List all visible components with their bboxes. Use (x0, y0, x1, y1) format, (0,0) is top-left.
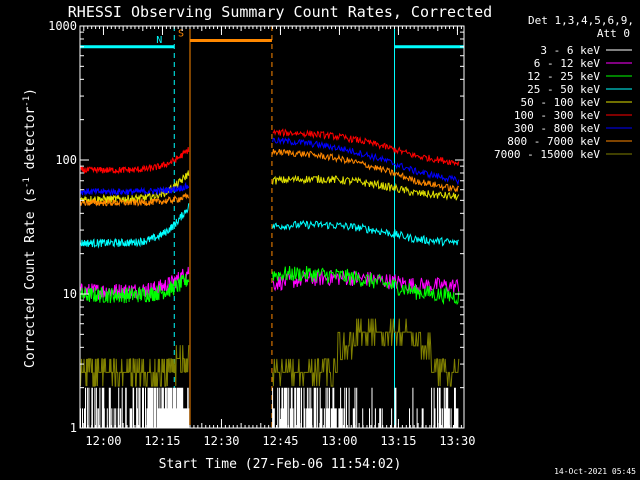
x-tick-label: 13:00 (321, 434, 357, 448)
plot-frame (79, 25, 465, 429)
series-line-8-post (272, 318, 460, 387)
legend-header-attenuator: Att 0 (597, 27, 630, 40)
series-line-4-pre (79, 170, 190, 205)
y-tick-label: 1 (70, 421, 77, 435)
flag-label-0: N (156, 35, 162, 46)
legend-label-3: 25 - 50 keV (527, 83, 600, 96)
series-line-6-post (272, 137, 460, 186)
y-tick-label: 1000 (48, 19, 77, 33)
y-tick-label: 10 (63, 287, 77, 301)
series-line-3-pre (79, 203, 190, 249)
legend-label-6: 300 - 800 keV (514, 122, 600, 135)
series-line-0-post (272, 387, 459, 428)
plot-axes-layer: 1 10 100 1000 12:00 12:15 12:30 12:45 13:00 13:15… (48, 19, 475, 448)
series-line-7-pre (79, 192, 190, 207)
x-tick-label: 12:00 (85, 434, 121, 448)
series-line-2-post (272, 265, 460, 306)
x-tick-label: 13:15 (380, 434, 416, 448)
legend-label-2: 12 - 25 keV (527, 70, 600, 83)
y-axis-label: Corrected Count Rate (s-1 detector-1) (22, 88, 38, 368)
series-line-2-pre (79, 273, 190, 304)
legend-label-7: 800 - 7000 keV (507, 135, 600, 148)
legend-label-4: 50 - 100 keV (521, 96, 601, 109)
series-line-5-post (272, 128, 460, 167)
x-tick-label: 12:45 (262, 434, 298, 448)
legend-label-5: 100 - 300 keV (514, 109, 600, 122)
series-line-7-post (272, 148, 460, 193)
legend-header-detectors: Det 1,3,4,5,6,9, (528, 14, 634, 27)
x-tick-label: 12:15 (144, 434, 180, 448)
chart-title: RHESSI Observing Summary Count Rates, Co… (68, 3, 492, 21)
series-line-8-pre (79, 345, 190, 387)
series-line-6-pre (79, 181, 190, 197)
flag-label-2: S (178, 28, 184, 39)
x-axis-label: Start Time (27-Feb-06 11:54:02) (159, 457, 402, 472)
legend-label-8: 7000 - 15000 keV (494, 148, 600, 161)
series-line-3-post (272, 219, 459, 247)
x-tick-label: 12:30 (203, 434, 239, 448)
series-line-5-pre (79, 147, 190, 175)
timestamp: 14-Oct-2021 05:45 (554, 467, 636, 476)
legend-label-1: 6 - 12 keV (534, 57, 601, 70)
series-line-4-post (272, 174, 460, 201)
x-tick-label: 13:30 (439, 434, 475, 448)
y-tick-label: 100 (55, 153, 77, 167)
plot-data-layer: NS (79, 26, 465, 428)
legend-label-0: 3 - 6 keV (540, 44, 600, 57)
